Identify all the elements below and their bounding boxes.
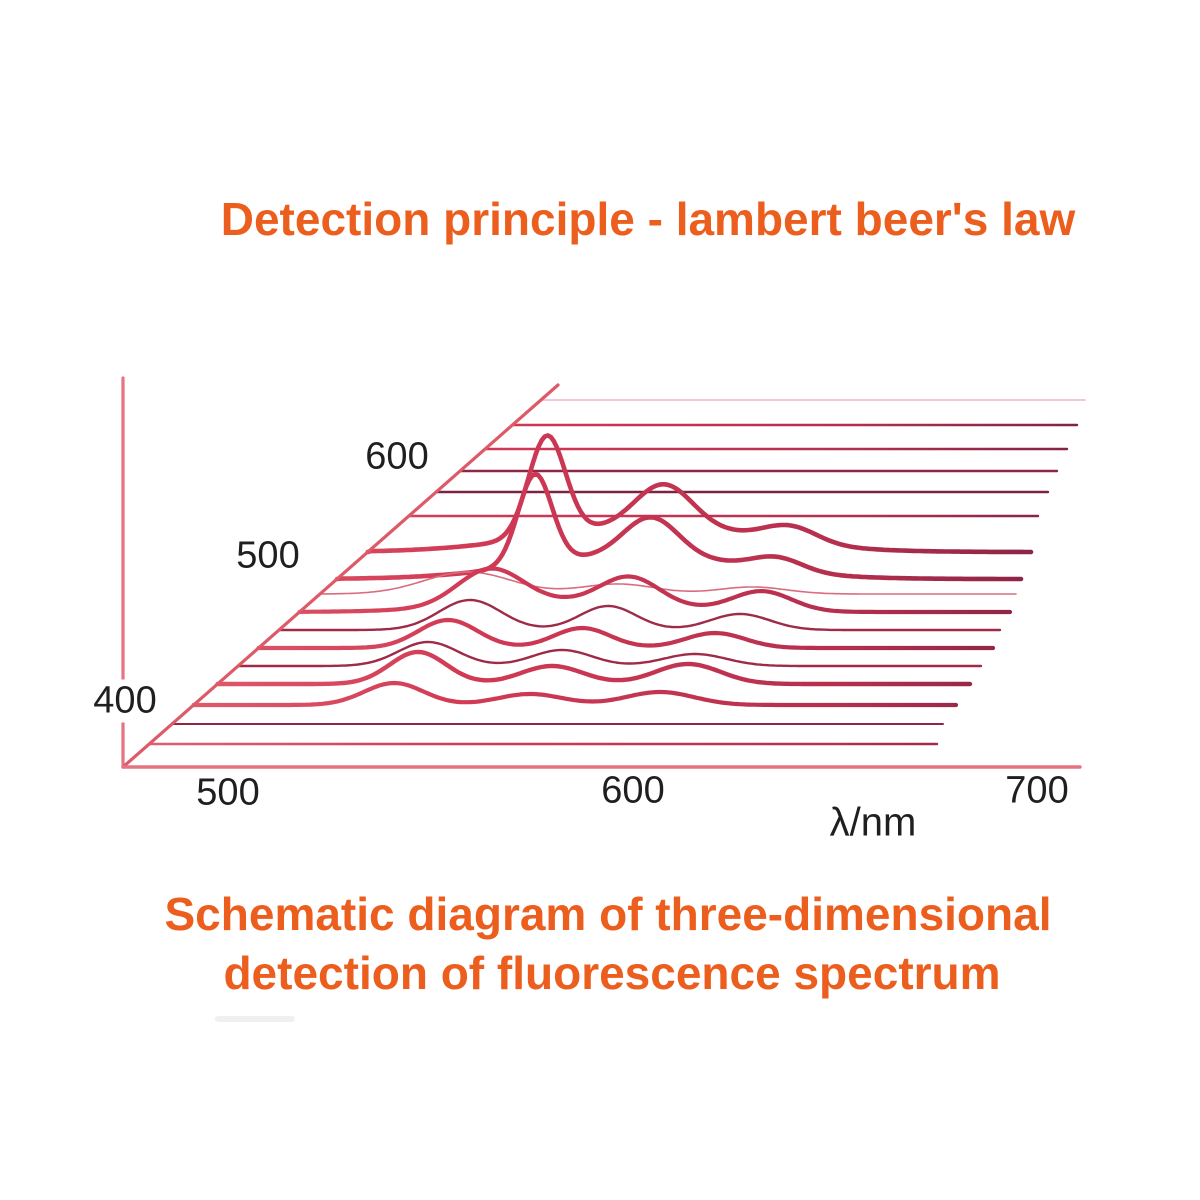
x-tick-700: 700	[1005, 769, 1069, 812]
spectrum-line	[297, 566, 1013, 615]
figure-title: Detection principle - lambert beer's law	[220, 193, 1076, 245]
caption-line-1: Schematic diagram of three-dimensional	[164, 888, 1052, 940]
excitation-diagonal-axis	[121, 383, 560, 769]
spectrum-line	[319, 571, 1017, 595]
spectrum-line	[365, 433, 1034, 555]
spectrum-line	[277, 598, 1002, 632]
spectrum-line	[215, 649, 973, 687]
excitation-tick-500: 500	[236, 534, 300, 577]
x-tick-600: 600	[601, 769, 665, 812]
excitation-tick-600: 600	[365, 435, 429, 478]
x-axis-unit-label: λ/nm	[829, 800, 917, 845]
spectrum-line	[191, 680, 959, 708]
caption-line-2: detection of fluorescence spectrum	[223, 947, 1001, 999]
spectrum-line	[236, 640, 983, 668]
x-tick-500: 500	[196, 771, 260, 814]
faint-artifact	[215, 1016, 295, 1022]
spectrum-line	[256, 617, 996, 651]
excitation-tick-400: 400	[89, 679, 161, 723]
